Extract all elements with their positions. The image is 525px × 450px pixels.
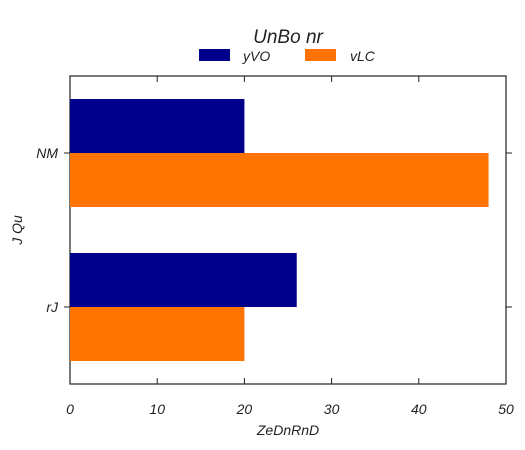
- x-tick-label: 50: [498, 401, 514, 417]
- bar-vLC-rJ: [70, 307, 245, 361]
- x-tick-label: 40: [411, 401, 427, 417]
- bar-yVO-rJ: [70, 253, 297, 307]
- x-tick-label: 0: [66, 401, 74, 417]
- x-tick-label: 30: [324, 401, 340, 417]
- legend-label-vLC: vLC: [350, 48, 376, 64]
- x-tick-label: 10: [149, 401, 165, 417]
- legend-swatch-yVO: [199, 49, 230, 61]
- legend-swatch-vLC: [305, 49, 336, 61]
- bar-vLC-NM: [70, 153, 489, 207]
- plot-frame: [69, 75, 507, 385]
- legend-label-yVO: yVO: [242, 48, 270, 64]
- x-tick-label: 20: [236, 401, 253, 417]
- y-axis-label: J Qu: [9, 215, 25, 246]
- bar-yVO-NM: [70, 99, 245, 153]
- x-axis-ticks: 0 10 20 30 40 50: [66, 76, 514, 417]
- y-axis-ticks: NM rJ: [36, 145, 512, 315]
- y-tick-label-NM: NM: [36, 145, 58, 161]
- legend: yVO vLC: [199, 48, 376, 64]
- x-axis-label: ZeDnRnD: [256, 422, 319, 438]
- chart-title: UnBo nr: [253, 27, 323, 48]
- y-tick-label-rJ: rJ: [46, 299, 59, 315]
- bars-group: [70, 99, 489, 361]
